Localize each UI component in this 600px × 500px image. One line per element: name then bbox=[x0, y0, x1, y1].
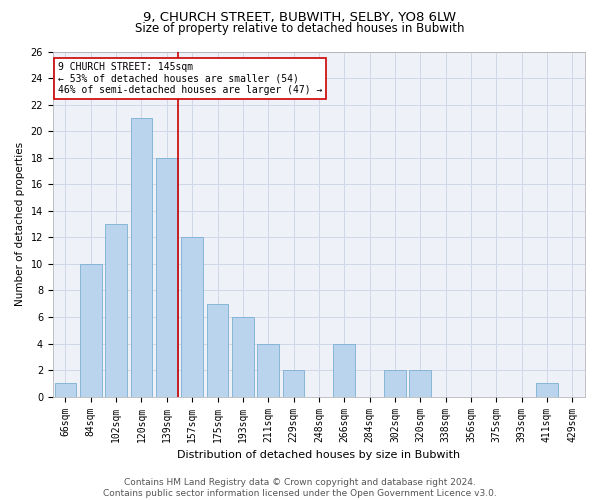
Text: Size of property relative to detached houses in Bubwith: Size of property relative to detached ho… bbox=[135, 22, 465, 35]
Bar bbox=[55, 384, 76, 396]
Bar bbox=[232, 317, 254, 396]
Text: Contains HM Land Registry data © Crown copyright and database right 2024.
Contai: Contains HM Land Registry data © Crown c… bbox=[103, 478, 497, 498]
Bar bbox=[80, 264, 101, 396]
Bar bbox=[156, 158, 178, 396]
Bar bbox=[207, 304, 228, 396]
Bar bbox=[334, 344, 355, 396]
Text: 9 CHURCH STREET: 145sqm
← 53% of detached houses are smaller (54)
46% of semi-de: 9 CHURCH STREET: 145sqm ← 53% of detache… bbox=[58, 62, 322, 95]
X-axis label: Distribution of detached houses by size in Bubwith: Distribution of detached houses by size … bbox=[178, 450, 460, 460]
Bar bbox=[181, 238, 203, 396]
Y-axis label: Number of detached properties: Number of detached properties bbox=[15, 142, 25, 306]
Bar bbox=[106, 224, 127, 396]
Bar bbox=[409, 370, 431, 396]
Text: 9, CHURCH STREET, BUBWITH, SELBY, YO8 6LW: 9, CHURCH STREET, BUBWITH, SELBY, YO8 6L… bbox=[143, 11, 457, 24]
Bar bbox=[283, 370, 304, 396]
Bar bbox=[257, 344, 279, 396]
Bar bbox=[131, 118, 152, 396]
Bar bbox=[536, 384, 558, 396]
Bar bbox=[384, 370, 406, 396]
